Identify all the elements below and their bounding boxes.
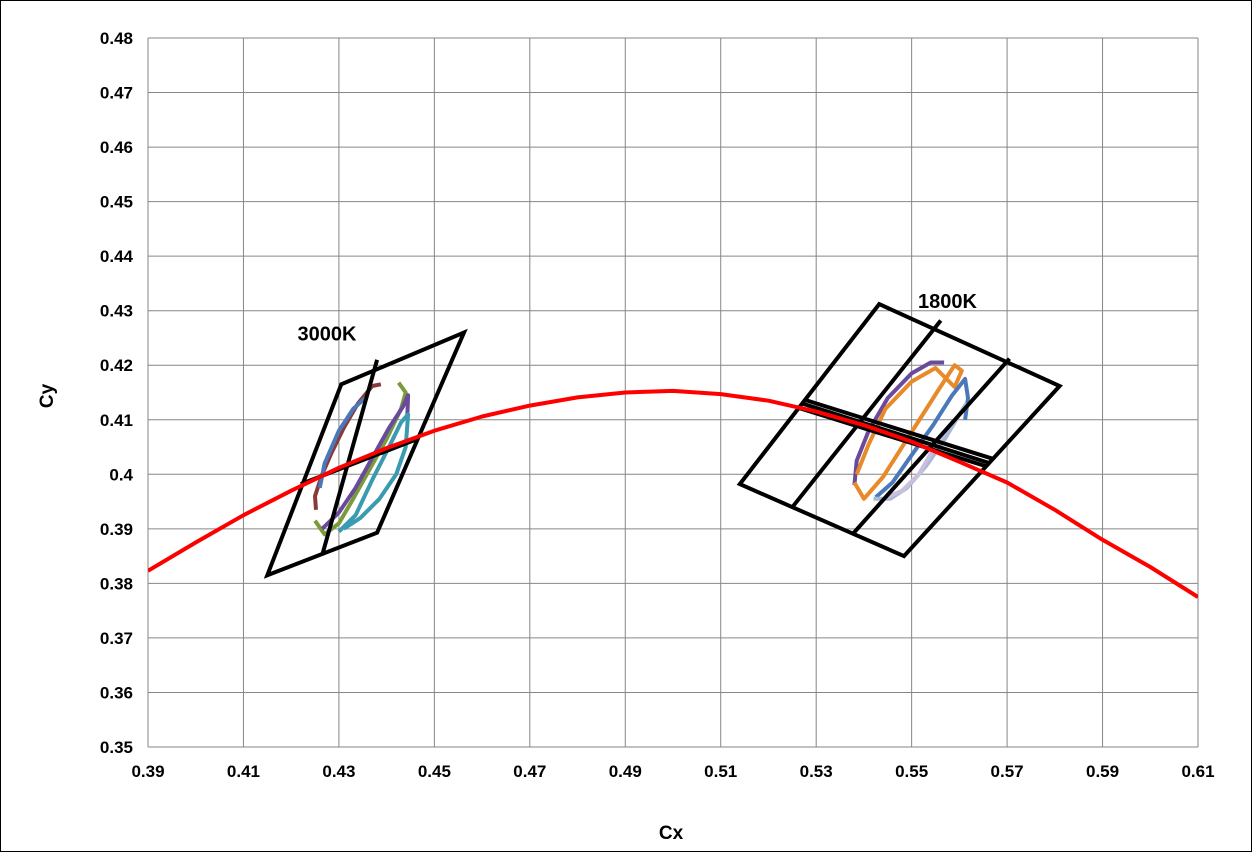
ellipse-series [852,360,945,486]
y-tick-label: 0.38 [100,574,133,593]
y-tick-label: 0.42 [100,356,133,375]
x-tick-label: 0.39 [131,762,164,781]
y-tick-label: 0.44 [100,247,134,266]
x-tick-label: 0.53 [800,762,833,781]
ellipse-series [320,393,411,531]
ellipse-series [337,412,411,534]
x-tick-label: 0.59 [1086,762,1119,781]
y-tick-label: 0.46 [100,138,133,157]
quadrangle-divider [320,359,380,556]
y-tick-label: 0.48 [100,29,133,48]
quadrangle-outline [736,301,1063,559]
ellipse-series [313,382,382,510]
y-tick-label: 0.4 [109,465,133,484]
y-tick-label: 0.37 [100,629,133,648]
x-axis-label: Cx [659,823,684,844]
series-group [148,301,1198,599]
x-tick-label: 0.47 [513,762,546,781]
plot-area [148,301,1198,599]
y-tick-label: 0.35 [100,738,133,757]
x-tick-label: 0.55 [895,762,928,781]
y-tick-label: 0.47 [100,84,133,103]
tick-labels: 0.39 0.41 0.43 0.45 0.47 0.49 0.51 0.53 0.55 0.57… [100,29,1215,781]
x-tick-label: 0.51 [704,762,737,781]
planckian-locus-line [148,388,1198,599]
y-axis-label: Cy [37,383,58,408]
annotation-1800k: 1800K [918,291,977,313]
ellipse-series [852,363,964,501]
grid [147,37,1199,748]
x-tick-label: 0.49 [609,762,642,781]
quadrangle-outline [263,328,468,579]
x-tick-label: 0.41 [227,762,260,781]
ellipse-series [874,376,970,499]
y-tick-label: 0.45 [100,193,133,212]
y-tick-label: 0.43 [100,302,133,321]
x-tick-label: 0.45 [418,762,451,781]
quadrangle-divider [797,405,987,469]
quadrangle-divider [805,398,995,461]
x-tick-label: 0.61 [1181,762,1214,781]
x-tick-label: 0.57 [991,762,1024,781]
y-tick-label: 0.39 [100,520,133,539]
y-tick-label: 0.36 [100,683,133,702]
ellipse-series [317,396,367,489]
annotation-3000k: 3000K [298,324,357,346]
quadrangle-divider [791,319,943,508]
x-tick-label: 0.43 [322,762,355,781]
quadrangle-divider [801,401,991,466]
y-tick-label: 0.41 [100,411,133,430]
